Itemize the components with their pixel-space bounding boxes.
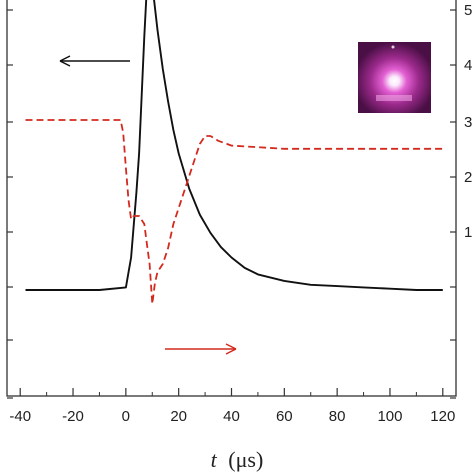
right-tick-labels: 1 2 3 4 5 <box>464 2 472 241</box>
red-dashed-series-line <box>25 119 443 305</box>
right-tick-label: 1 <box>464 224 472 241</box>
x-tick-label: -40 <box>9 408 31 425</box>
x-tick-label: 20 <box>170 408 187 425</box>
x-tick-label: 40 <box>223 408 240 425</box>
tick-group <box>7 9 456 399</box>
x-tick-label: 60 <box>276 408 293 425</box>
x-tick-label: 100 <box>377 408 402 425</box>
x-axis-title-var: t <box>211 447 218 472</box>
series-group <box>25 0 443 305</box>
right-tick-label: 5 <box>464 2 472 19</box>
x-tick-labels: -40 -20 0 20 40 60 80 100 120 <box>9 408 455 425</box>
x-tick-label: -20 <box>62 408 84 425</box>
x-tick-label: 80 <box>329 408 346 425</box>
x-axis-title: t (μs) <box>211 447 264 472</box>
right-tick-label: 4 <box>464 57 472 74</box>
black-solid-series-line <box>25 0 443 291</box>
left-arrow-annotation <box>59 55 130 67</box>
right-arrow-annotation <box>165 343 237 355</box>
plasma-inset-image <box>358 42 431 113</box>
x-tick-label: 120 <box>430 408 455 425</box>
right-tick-label: 2 <box>464 169 472 186</box>
right-tick-label: 3 <box>464 114 472 131</box>
x-tick-label: 0 <box>122 408 130 425</box>
x-axis-title-unit: (μs) <box>228 447 263 472</box>
